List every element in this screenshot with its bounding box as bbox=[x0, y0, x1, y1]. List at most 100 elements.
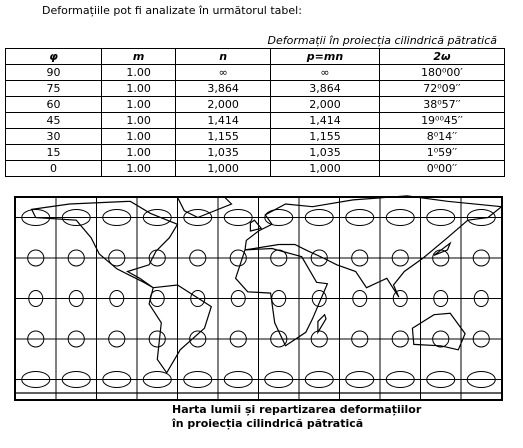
indicatrix bbox=[108, 249, 126, 267]
table-cell: 3,864 bbox=[175, 80, 271, 97]
map-caption-line: Harta lumii și repartizarea deformațiilo… bbox=[172, 403, 422, 416]
indicatrix bbox=[183, 371, 213, 388]
table-cell: 180⁰00′ bbox=[378, 64, 506, 81]
table-cell: 0⁰00′′ bbox=[378, 160, 506, 177]
indicatrix bbox=[61, 371, 91, 388]
indicatrix bbox=[190, 290, 206, 307]
indicatrix bbox=[21, 209, 51, 226]
table-cell: ∞ bbox=[175, 64, 271, 81]
table-cell: 1,155 bbox=[270, 128, 380, 145]
table-cell: 1⁰59′′ bbox=[378, 144, 506, 161]
map-caption-line: în proiecția cilindrică pătratică bbox=[172, 417, 364, 430]
table-row: 60 1.00 2,000 2,000 38⁰57′′ bbox=[5, 96, 506, 113]
indicatrix bbox=[351, 330, 369, 348]
indicatrix bbox=[345, 371, 375, 388]
table-cell: 75 bbox=[5, 80, 102, 97]
indicatrix bbox=[270, 249, 288, 267]
indicatrix bbox=[426, 371, 456, 388]
indicatrix bbox=[148, 249, 166, 267]
indicatrix bbox=[385, 209, 415, 226]
indicatrix bbox=[385, 371, 415, 388]
indicatrix bbox=[351, 249, 369, 267]
table-cell: 1,035 bbox=[270, 144, 380, 161]
indicatrix bbox=[28, 290, 44, 307]
indicatrix bbox=[264, 371, 294, 388]
indicatrix bbox=[473, 290, 489, 307]
table-cell: 1.00 bbox=[100, 144, 177, 161]
table-cell: 1,414 bbox=[270, 112, 380, 129]
table-cell: 1.00 bbox=[100, 128, 177, 145]
map-caption: Harta lumii și repartizarea deformațiilo… bbox=[172, 403, 421, 431]
table-cell: 72⁰09′′ bbox=[378, 80, 506, 97]
indicatrix bbox=[148, 330, 166, 348]
indicatrix bbox=[230, 290, 246, 307]
indicatrix bbox=[264, 209, 294, 226]
table-cell: 1.00 bbox=[100, 112, 177, 129]
landmass bbox=[148, 284, 213, 374]
indicatrix bbox=[142, 371, 172, 388]
graticule bbox=[15, 197, 502, 400]
table-cell: 15 bbox=[5, 144, 102, 161]
intro-text: Deformațiile pot fi analizate în următor… bbox=[42, 4, 302, 17]
table-caption: Deformații în proiecția cilindrică pătra… bbox=[267, 34, 497, 47]
table-body: 90 1.00 ∞ ∞ 180⁰00′ 75 1.00 3,864 3,864 72⁰09′′ 60… bbox=[5, 64, 506, 177]
indicatrix bbox=[229, 330, 247, 348]
indicatrix bbox=[311, 290, 327, 307]
table-cell: 90 bbox=[5, 64, 102, 81]
indicatrix bbox=[391, 249, 409, 267]
landmass bbox=[244, 195, 504, 298]
world-map bbox=[14, 195, 504, 401]
landmass bbox=[234, 247, 329, 347]
table-cell: 2,000 bbox=[270, 96, 380, 113]
table-row: 45 1.00 1,414 1,414 19⁰⁰45′′ bbox=[5, 112, 506, 129]
indicatrix bbox=[223, 371, 253, 388]
landmass bbox=[249, 219, 263, 232]
table-cell: 1.00 bbox=[100, 160, 177, 177]
indicatrix bbox=[229, 249, 247, 267]
indicatrix bbox=[67, 330, 85, 348]
table-cell: 19⁰⁰45′′ bbox=[378, 112, 506, 129]
table-cell: 30 bbox=[5, 128, 102, 145]
table-cell: 1,414 bbox=[175, 112, 271, 129]
table-cell: 8⁰14′′ bbox=[378, 128, 506, 145]
table-row: 75 1.00 3,864 3,864 72⁰09′′ bbox=[5, 80, 506, 97]
table-cell: 60 bbox=[5, 96, 102, 113]
landmass bbox=[411, 312, 466, 351]
table-cell: 1.00 bbox=[100, 64, 177, 81]
table-cell: 38⁰57′′ bbox=[378, 96, 506, 113]
deformation-table: φ m n p=mn 2ω 90 1.00 ∞ ∞ 180⁰00′ 75 1.00 3,864 3,864… bbox=[5, 48, 506, 177]
indicatrix bbox=[426, 209, 456, 226]
indicatrix bbox=[352, 290, 368, 307]
indicatrix bbox=[472, 330, 490, 348]
table-cell: 1,000 bbox=[175, 160, 271, 177]
indicatrix bbox=[108, 330, 126, 348]
indicatrix bbox=[21, 371, 51, 388]
indicatrix bbox=[68, 290, 84, 307]
table-row: 0 1.00 1,000 1,000 0⁰00′′ bbox=[5, 160, 506, 177]
table-cell: 1.00 bbox=[100, 80, 177, 97]
table-cell: 1.00 bbox=[100, 96, 177, 113]
indicatrix bbox=[345, 209, 375, 226]
indicatrix bbox=[310, 249, 328, 267]
table-cell: 1,000 bbox=[270, 160, 380, 177]
indicatrix bbox=[432, 249, 450, 267]
header-cell: 2ω bbox=[378, 48, 506, 65]
indicatrix bbox=[27, 249, 45, 267]
table-cell: 1,035 bbox=[175, 144, 271, 161]
header-cell: n bbox=[175, 48, 271, 65]
indicatrix bbox=[433, 290, 449, 307]
indicatrix bbox=[61, 209, 91, 226]
indicatrix bbox=[466, 209, 496, 226]
indicatrix bbox=[223, 209, 253, 226]
indicatrix bbox=[304, 371, 334, 388]
indicatrix bbox=[271, 290, 287, 307]
table-row: 90 1.00 ∞ ∞ 180⁰00′ bbox=[5, 64, 506, 81]
header-cell: φ bbox=[5, 48, 102, 65]
indicatrix bbox=[270, 330, 288, 348]
indicatrix bbox=[109, 290, 125, 307]
indicatrix bbox=[183, 209, 213, 226]
header-row: φ m n p=mn 2ω bbox=[5, 48, 506, 65]
landmass bbox=[317, 313, 327, 335]
landmass bbox=[176, 196, 233, 219]
